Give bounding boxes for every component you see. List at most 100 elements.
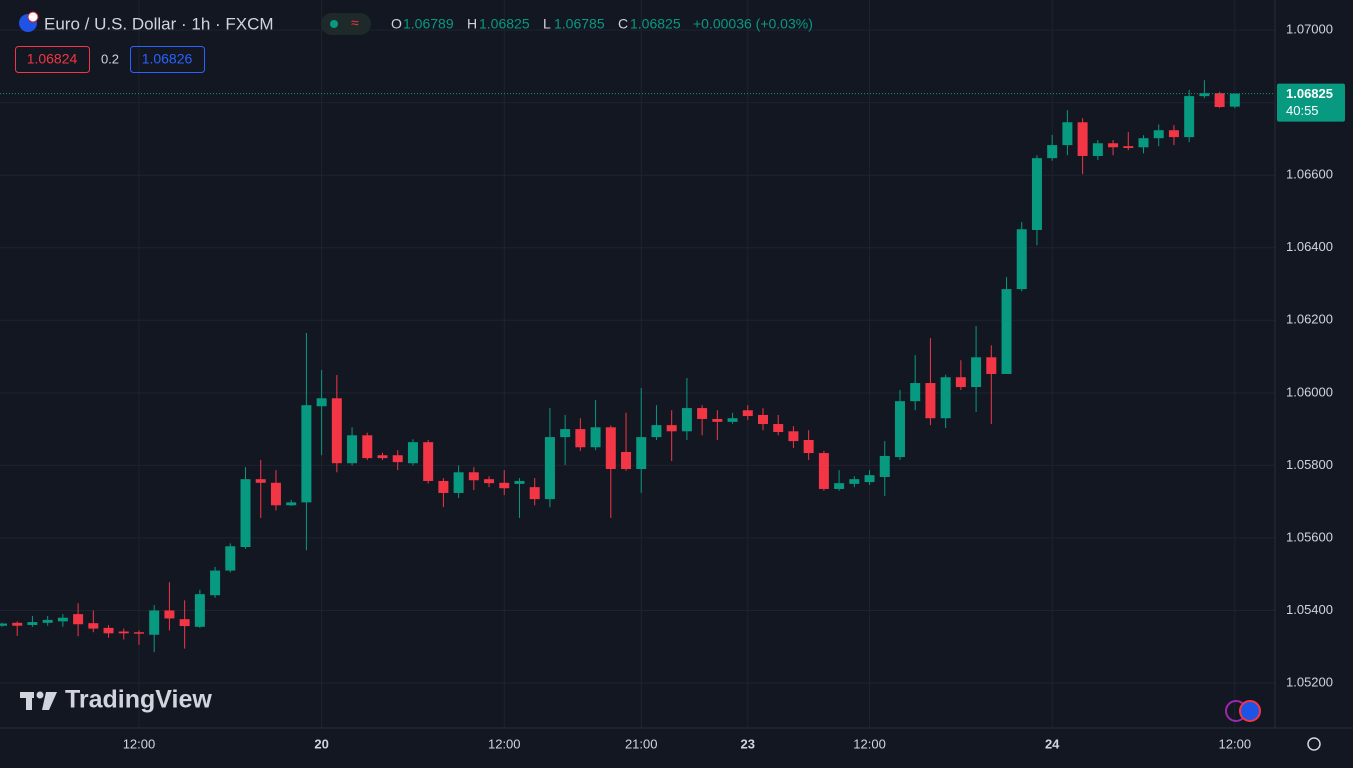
x-tick-label: 21:00 bbox=[625, 736, 658, 751]
candle-body bbox=[407, 442, 418, 464]
candle-body bbox=[1214, 93, 1225, 108]
countdown: 40:55 bbox=[1286, 103, 1319, 118]
candle-body bbox=[955, 377, 966, 388]
ask: 1.06826 bbox=[142, 51, 193, 67]
grid bbox=[0, 0, 1275, 728]
candle-body bbox=[742, 410, 753, 417]
candle-body bbox=[971, 357, 982, 388]
candle-body bbox=[362, 435, 373, 459]
ohlc-value: 1.06785 bbox=[554, 16, 605, 32]
candle-body bbox=[529, 487, 540, 500]
x-tick-label: 12:00 bbox=[488, 736, 521, 751]
x-tick-label: 12:00 bbox=[123, 736, 156, 751]
watermark-logo bbox=[20, 691, 57, 710]
ohlc-value: 1.06825 bbox=[479, 16, 530, 32]
candle-body bbox=[986, 357, 997, 374]
candle-body bbox=[179, 619, 190, 627]
candle-body bbox=[149, 610, 160, 635]
candle-body bbox=[301, 405, 312, 503]
candle-body bbox=[1123, 146, 1134, 148]
candle-body bbox=[681, 408, 692, 432]
candle-body bbox=[1138, 138, 1149, 148]
ohlc-label: C bbox=[618, 16, 628, 32]
x-tick-label: 20 bbox=[314, 736, 328, 751]
ohlc-label: L bbox=[543, 16, 551, 32]
y-tick-label: 1.05800 bbox=[1286, 457, 1333, 472]
candle-body bbox=[1001, 289, 1012, 374]
candle-body bbox=[666, 425, 677, 432]
market-open-dot bbox=[330, 20, 338, 28]
ohlc-label: H bbox=[467, 16, 477, 32]
candle-body bbox=[544, 437, 555, 500]
candle-body bbox=[1184, 96, 1195, 138]
candle-body bbox=[1047, 145, 1058, 159]
candle-body bbox=[514, 480, 525, 484]
buy-box[interactable] bbox=[130, 46, 205, 73]
sell-box[interactable] bbox=[15, 46, 90, 73]
status-badge[interactable] bbox=[321, 13, 371, 35]
symbol-title[interactable]: Euro / U.S. Dollar · 1h · FXCM bbox=[44, 14, 274, 33]
candle-body bbox=[377, 455, 388, 459]
candle-body bbox=[164, 610, 175, 619]
x-tick-label: 23 bbox=[741, 736, 755, 751]
y-tick-label: 1.06600 bbox=[1286, 167, 1333, 182]
y-tick-label: 1.06400 bbox=[1286, 239, 1333, 254]
candle-body bbox=[910, 383, 921, 402]
candle-body bbox=[42, 619, 53, 623]
ohlc-value: 1.06825 bbox=[630, 16, 681, 32]
labels: 1.070001.068001.066001.064001.062001.060… bbox=[123, 22, 1345, 751]
x-tick-label: 24 bbox=[1045, 736, 1060, 751]
candle-body bbox=[605, 427, 616, 470]
candle-body bbox=[1168, 130, 1179, 138]
y-tick-label: 1.06200 bbox=[1286, 312, 1333, 327]
candle-body bbox=[392, 455, 403, 463]
candle-body bbox=[499, 482, 510, 489]
candle-body bbox=[879, 455, 890, 477]
x-tick-label: 12:00 bbox=[1219, 736, 1252, 751]
candle-body bbox=[453, 472, 464, 493]
y-tick-label: 1.06000 bbox=[1286, 384, 1333, 399]
candle-body bbox=[1077, 122, 1088, 156]
candle-body bbox=[1199, 93, 1210, 97]
settings-icon[interactable] bbox=[1307, 737, 1321, 751]
candle-body bbox=[727, 418, 738, 422]
candle-body bbox=[1092, 143, 1103, 156]
candle-body bbox=[316, 398, 327, 407]
candle-body bbox=[651, 425, 662, 438]
candle-body bbox=[590, 427, 601, 448]
candle-body bbox=[1062, 122, 1073, 146]
candle-body bbox=[240, 479, 251, 547]
candle-body bbox=[636, 437, 647, 470]
candle-body bbox=[925, 383, 936, 419]
candle-body bbox=[560, 429, 571, 438]
y-tick-label: 1.05200 bbox=[1286, 674, 1333, 689]
candle-body bbox=[1031, 158, 1042, 230]
y-tick-label: 1.07000 bbox=[1286, 22, 1333, 37]
candle-body bbox=[423, 442, 434, 481]
ohlc-value: 1.06789 bbox=[403, 16, 454, 32]
last-price-label: 1.06825 bbox=[1286, 86, 1333, 101]
candle-body bbox=[438, 480, 449, 493]
candle-body bbox=[103, 627, 114, 634]
candle-body bbox=[1153, 130, 1164, 139]
candle-body bbox=[286, 502, 297, 506]
y-tick-label: 1.05600 bbox=[1286, 529, 1333, 544]
symbol-flag-us bbox=[27, 11, 39, 23]
candle-body bbox=[210, 570, 221, 596]
candle-body bbox=[73, 614, 84, 625]
candle-body bbox=[1016, 229, 1027, 290]
candle-body bbox=[1108, 143, 1119, 148]
plot bbox=[0, 80, 1275, 653]
candle-body bbox=[270, 482, 281, 506]
candle-body bbox=[788, 431, 799, 442]
candle-body bbox=[347, 435, 358, 464]
candle-body bbox=[803, 439, 814, 454]
candle-body bbox=[484, 479, 495, 484]
watermark: TradingView bbox=[65, 686, 212, 714]
candle-body bbox=[225, 546, 236, 571]
event-icon[interactable] bbox=[1239, 700, 1261, 722]
candle-body bbox=[849, 479, 860, 484]
candle-body bbox=[194, 594, 205, 627]
